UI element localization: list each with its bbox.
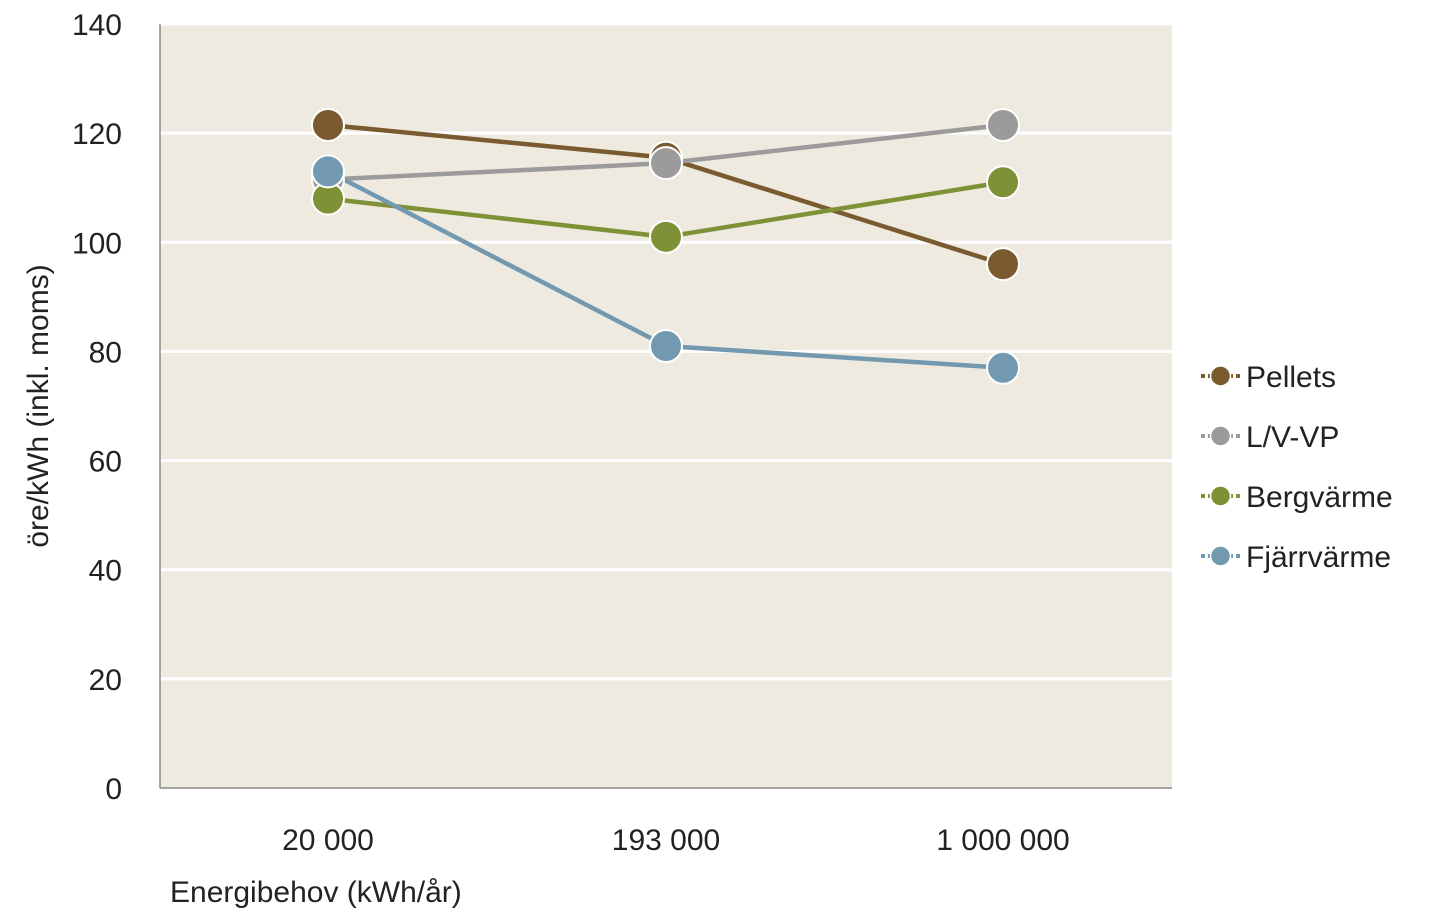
data-point: [311, 154, 345, 189]
data-point: [986, 247, 1020, 282]
legend-label: Bergvärme: [1246, 481, 1393, 514]
plot-area: [160, 24, 1172, 788]
x-axis-title: Energibehov (kWh/år): [170, 876, 462, 909]
x-tick-label: 1 000 000: [936, 824, 1069, 857]
data-point: [649, 146, 683, 181]
y-tick-label: 60: [89, 446, 122, 479]
data-point: [649, 219, 683, 254]
legend-marker: [1209, 365, 1232, 387]
legend: Pellets L/V-VP Bergvärme Fjärrvärme: [1201, 361, 1393, 574]
data-point: [311, 107, 345, 142]
y-tick-label: 100: [72, 227, 122, 260]
data-point: [986, 107, 1020, 142]
legend-marker: [1209, 485, 1232, 507]
y-tick-label: 0: [105, 773, 122, 806]
y-tick-label: 20: [89, 664, 122, 697]
legend-label: L/V-VP: [1246, 421, 1339, 454]
y-tick-labels: 0 20 40 60 80 100 120 140: [72, 9, 122, 806]
y-tick-label: 40: [89, 555, 122, 588]
y-axis-title: öre/kWh (inkl. moms): [22, 264, 55, 547]
y-tick-label: 80: [89, 336, 122, 369]
y-tick-label: 140: [72, 9, 122, 42]
data-point: [649, 328, 683, 363]
series-layer: [311, 107, 1020, 385]
legend-marker: [1209, 425, 1232, 447]
legend-label: Fjärrvärme: [1246, 541, 1391, 574]
x-tick-label: 193 000: [612, 824, 720, 857]
legend-label: Pellets: [1246, 361, 1336, 394]
x-tick-labels: 20 000 193 000 1 000 000: [282, 824, 1070, 857]
x-tick-label: 20 000: [282, 824, 374, 857]
data-point: [986, 350, 1020, 385]
y-tick-label: 120: [72, 118, 122, 151]
legend-marker: [1209, 545, 1232, 567]
data-point: [986, 165, 1020, 200]
